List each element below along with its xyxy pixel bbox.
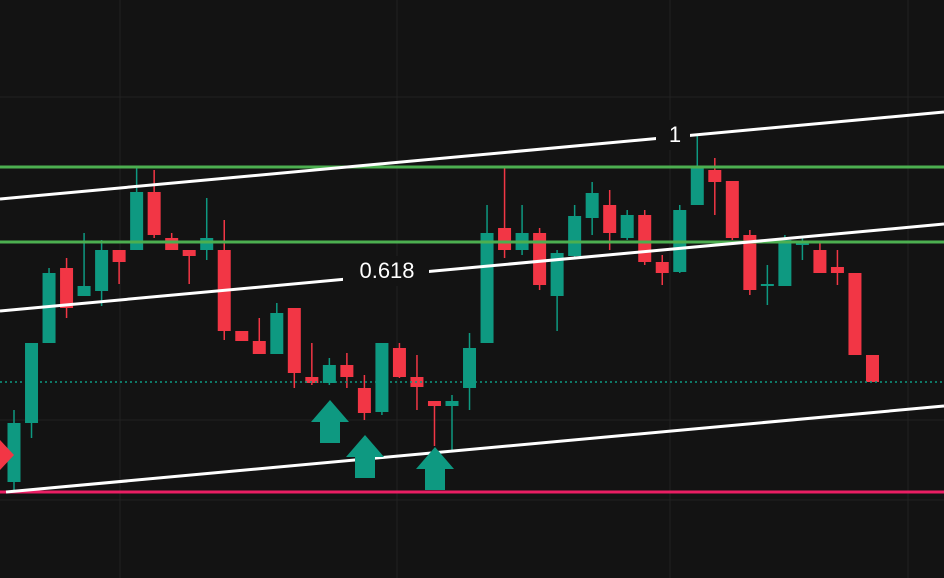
candle-body [445, 401, 459, 406]
candle-body [357, 388, 371, 413]
candle-body [480, 233, 494, 343]
candle-body [270, 313, 284, 354]
candle-body [182, 250, 196, 256]
candle-body [340, 365, 354, 377]
candle-body [147, 192, 161, 235]
fib-label: 1 [669, 122, 681, 147]
candle-body [708, 170, 722, 182]
candle-body [760, 284, 774, 286]
candle-body [235, 331, 249, 341]
candle-body [375, 343, 389, 412]
candle-body [690, 168, 704, 205]
candle-body [7, 423, 21, 482]
candle-body [813, 250, 827, 273]
candle-body [60, 268, 74, 308]
channel-line [0, 110, 944, 201]
buy-arrow [311, 400, 349, 443]
candle-body [77, 286, 91, 296]
label-bg [343, 256, 429, 286]
candle-body [95, 250, 109, 291]
candle-body [795, 243, 809, 245]
candle-body [830, 267, 844, 273]
sell-arrow [0, 440, 14, 470]
buy-arrow [346, 435, 384, 478]
channel-line [5, 404, 944, 494]
candle-body [252, 341, 266, 354]
candle-body [603, 205, 617, 233]
candle-body [585, 193, 599, 218]
candle-body [848, 273, 862, 355]
candle-body [568, 216, 582, 256]
candle-body [130, 192, 144, 250]
candle-body [42, 273, 56, 343]
candle-body [392, 348, 406, 377]
candle-body [112, 250, 126, 262]
signals [311, 400, 454, 490]
candle-body [287, 308, 301, 373]
label-bg [656, 120, 690, 150]
candle-body [620, 215, 634, 238]
candle-body [655, 262, 669, 273]
candle-body [550, 253, 564, 296]
candle-body [865, 355, 879, 382]
candle-body [322, 365, 336, 383]
candle-body [778, 240, 792, 286]
candle-body [463, 348, 477, 388]
candles [7, 135, 879, 490]
channel-line [0, 222, 944, 313]
candle-body [25, 343, 39, 423]
candle-body [305, 377, 319, 383]
candle-body [200, 238, 214, 250]
candle-body [725, 181, 739, 238]
candle-body [533, 233, 547, 285]
candle-body [165, 238, 179, 250]
candle-body [427, 401, 441, 406]
fib-label: 0.618 [359, 258, 414, 283]
buy-arrow [416, 447, 454, 490]
candle-body [498, 228, 512, 250]
candle-body [638, 215, 652, 262]
candle-body [743, 235, 757, 290]
